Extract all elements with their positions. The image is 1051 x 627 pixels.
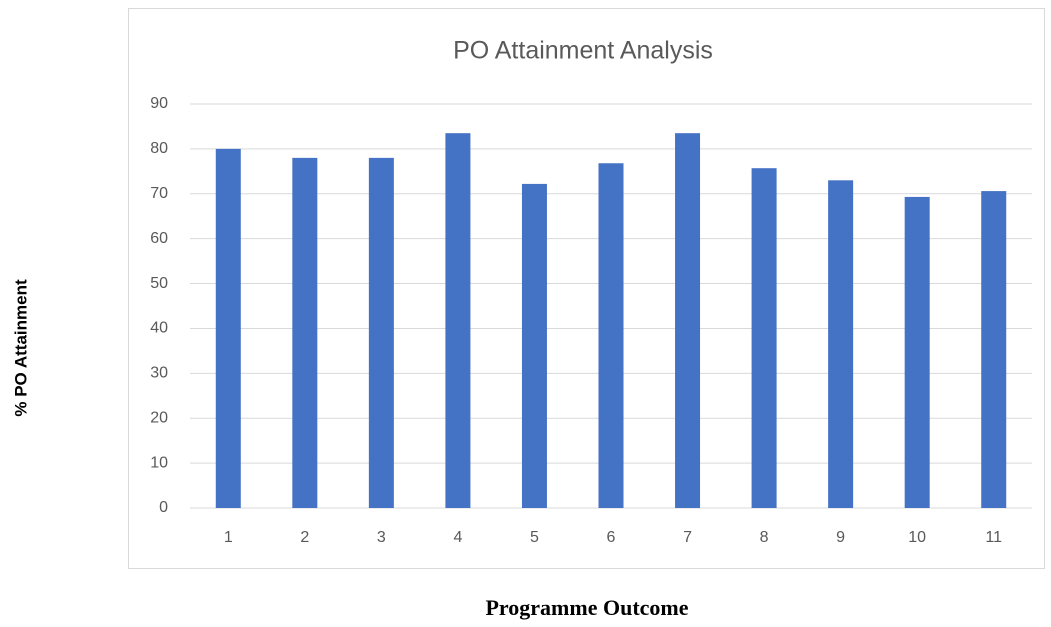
chart-title: PO Attainment Analysis [453,37,713,65]
y-tick-label: 90 [150,95,168,112]
x-axis-label: Programme Outcome [485,595,688,620]
bar [521,183,547,508]
x-tick-label: 3 [377,529,386,546]
y-tick-label: 0 [159,499,168,516]
y-tick-label: 60 [150,230,168,247]
y-tick-label: 70 [150,185,168,202]
bar [981,191,1007,508]
x-tick-label: 7 [683,529,692,546]
y-tick-label: 20 [150,409,168,426]
x-tick-label: 10 [908,529,926,546]
y-tick-label: 50 [150,275,168,292]
y-axis-label: % PO Attainment [11,279,30,417]
x-tick-label: 2 [300,529,309,546]
x-tick-label: 6 [607,529,616,546]
y-tick-label: 80 [150,140,168,157]
bar [904,196,930,509]
bar [675,133,701,508]
y-tick-label: 40 [150,320,168,337]
bar [751,168,777,509]
x-tick-label: 8 [760,529,769,546]
x-tick-label: 1 [224,529,233,546]
bar [292,157,318,508]
y-tick-label: 30 [150,365,168,382]
bar [598,163,624,508]
y-tick-label: 10 [150,454,168,471]
x-tick-label: 11 [985,529,1002,546]
x-tick-label: 9 [836,529,845,546]
bar [368,157,394,508]
bar [215,148,241,508]
bar [828,180,854,509]
x-tick-label: 4 [453,529,462,546]
chart-frame [128,8,1045,569]
bar [445,133,471,508]
x-tick-label: 5 [530,529,539,546]
